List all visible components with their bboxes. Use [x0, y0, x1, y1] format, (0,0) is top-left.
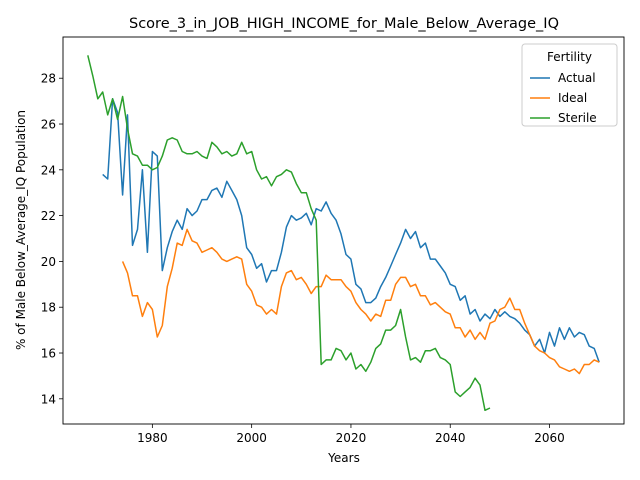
x-tick-label: 2040: [435, 431, 466, 445]
x-tick-label: 2060: [534, 431, 565, 445]
legend-box: [521, 43, 618, 127]
legend-items: Actual Ideal Sterile: [530, 71, 597, 125]
x-tick-label: 1980: [137, 431, 168, 445]
y-tick-label: 26: [41, 118, 56, 132]
x-tick-label: 2020: [336, 431, 367, 445]
y-axis-label: % of Male Below_Average_IQ Population: [14, 110, 28, 350]
y-tick-label: 14: [41, 392, 56, 406]
series-line-actual: [102, 98, 600, 363]
legend-label-sterile: Sterile: [558, 111, 597, 125]
y-tick-label: 20: [41, 255, 56, 269]
series-layer: [87, 55, 600, 412]
plot-area: [62, 36, 625, 425]
x-tick-label: 2000: [236, 431, 267, 445]
legend: Fertility Actual Ideal Sterile: [521, 43, 618, 127]
legend-title: Fertility: [547, 50, 592, 64]
plot-frame: [62, 36, 625, 425]
y-tick-label: 22: [41, 209, 56, 223]
y-tick-label: 18: [41, 301, 56, 315]
y-tick-label: 16: [41, 347, 56, 361]
y-axis: 14 16 18 20 22 24 26 28: [41, 72, 63, 406]
x-axis-label: Years: [327, 451, 360, 465]
legend-label-ideal: Ideal: [558, 91, 587, 105]
series-line-sterile: [87, 55, 491, 412]
chart-title: Score_3_in_JOB_HIGH_INCOME_for_Male_Belo…: [129, 16, 559, 32]
y-tick-label: 28: [41, 72, 56, 86]
series-line-ideal: [121, 228, 600, 375]
legend-label-actual: Actual: [558, 71, 596, 85]
y-tick-label: 24: [41, 163, 56, 177]
x-axis: 1980 2000 2020 2040 2060: [137, 424, 565, 445]
